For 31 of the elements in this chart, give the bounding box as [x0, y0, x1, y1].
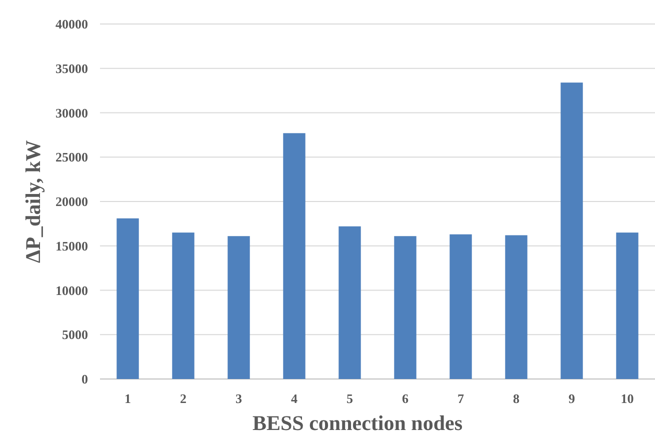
x-tick-label: 6	[402, 391, 409, 406]
y-tick-label: 10000	[56, 282, 88, 298]
x-tick-label: 7	[458, 391, 464, 406]
y-tick-label: 30000	[56, 105, 88, 120]
bar	[338, 226, 361, 379]
bar	[450, 234, 472, 379]
y-tick-label: 20000	[56, 194, 88, 210]
x-tick-label: 1	[124, 391, 131, 406]
bar	[228, 236, 250, 379]
x-tick-label: 4	[291, 391, 298, 406]
x-tick-label: 8	[513, 391, 520, 406]
bar	[394, 236, 416, 379]
x-axis-title: BESS connection nodes	[252, 411, 463, 432]
x-tick-label: 9	[568, 391, 576, 406]
bar	[172, 232, 194, 379]
y-axis-title: ΔP_daily, kW	[21, 140, 45, 263]
bar	[116, 218, 139, 379]
bar	[560, 82, 583, 379]
y-tick-label: 25000	[56, 150, 88, 165]
bar	[505, 235, 528, 379]
y-tick-label: 40000	[56, 16, 88, 32]
x-tick-label: 5	[346, 391, 354, 406]
x-tick-label: 10	[620, 391, 634, 406]
y-tick-label: 15000	[56, 238, 88, 254]
y-tick-label: 35000	[56, 60, 88, 76]
bar	[616, 232, 638, 379]
y-tick-label: 0	[82, 372, 88, 387]
y-tick-label: 5000	[62, 327, 88, 342]
bar	[283, 133, 306, 379]
x-tick-label: 3	[236, 391, 242, 406]
x-tick-label: 2	[180, 391, 186, 406]
